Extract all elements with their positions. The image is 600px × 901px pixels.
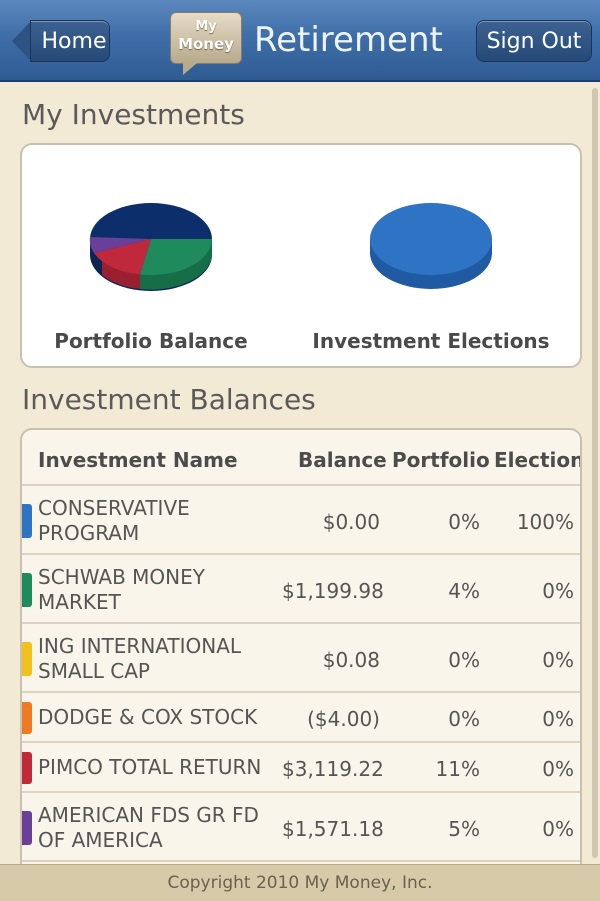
column-header-election: Election (494, 448, 582, 472)
investment-elections-pie[interactable] (370, 203, 492, 289)
app-header: Home My Money Retirement Sign Out (0, 0, 600, 82)
investment-name: PIMCO TOTAL RETURN (38, 755, 262, 779)
investment-balance: $0.08 (322, 648, 380, 672)
investment-name: AMERICAN FDS GR FD OF AMERICA (38, 803, 259, 852)
elections-slice-conservative (370, 203, 492, 275)
investment-election-pct: 0% (542, 648, 574, 672)
investment-portfolio-pct: 11% (435, 757, 480, 781)
investment-balance: $1,571.18 (282, 817, 384, 841)
investment-elections-label: Investment Elections (312, 329, 550, 353)
footer-copyright: Copyright 2010 My Money, Inc. (0, 864, 600, 901)
investment-portfolio-pct: 5% (448, 817, 480, 841)
investment-balances-table: Investment Name Balance Portfolio Electi… (20, 428, 582, 868)
column-header-name: Investment Name (38, 448, 238, 472)
logo-line-2: Money (178, 35, 234, 53)
investment-election-pct: 0% (542, 707, 574, 731)
portfolio-slice-green (140, 239, 213, 276)
home-button[interactable]: Home (30, 20, 110, 62)
investment-portfolio-pct: 0% (448, 707, 480, 731)
investment-balance: $0.00 (322, 510, 380, 534)
investment-portfolio-pct: 4% (448, 579, 480, 603)
investment-election-pct: 100% (516, 510, 574, 534)
row-color-swatch (22, 811, 32, 845)
table-header-row: Investment Name Balance Portfolio Electi… (22, 430, 580, 486)
portfolio-slice-purple (89, 237, 151, 253)
charts-svg (89, 203, 492, 291)
portfolio-pie-side-green (140, 239, 212, 290)
table-row[interactable]: PIMCO TOTAL RETURN $3,119.22 11% 0% (22, 743, 580, 793)
charts-panel: Portfolio Balance Investment Elections (20, 143, 582, 368)
home-button-arrow[interactable] (12, 20, 32, 62)
column-header-balance: Balance (298, 448, 387, 472)
my-money-logo: My Money (170, 12, 242, 75)
investment-balance: $1,199.98 (282, 579, 384, 603)
row-color-swatch (22, 504, 32, 538)
investment-election-pct: 0% (542, 757, 574, 781)
sign-out-button[interactable]: Sign Out (476, 20, 592, 62)
column-header-portfolio: Portfolio (392, 448, 490, 472)
portfolio-balance-label: Portfolio Balance (54, 329, 248, 353)
investment-name: DODGE & COX STOCK (38, 705, 258, 729)
row-color-swatch (22, 573, 32, 607)
investment-portfolio-pct: 0% (448, 648, 480, 672)
my-investments-heading: My Investments (22, 98, 245, 131)
portfolio-balance-pie[interactable] (89, 203, 213, 291)
table-row[interactable]: AMERICAN FDS GR FD OF AMERICA $1,571.18 5… (22, 793, 580, 862)
table-row[interactable]: CONSERVATIVE PROGRAM $0.00 0% 100% (22, 486, 580, 555)
investment-name: CONSERVATIVE PROGRAM (38, 496, 190, 545)
row-color-swatch (22, 752, 32, 784)
investment-name: SCHWAB MONEY MARKET (38, 565, 205, 614)
page-title: Retirement (254, 20, 443, 60)
portfolio-slice-red (94, 239, 151, 275)
investment-balance: $3,119.22 (282, 757, 384, 781)
row-color-swatch (22, 642, 32, 676)
investment-balance: ($4.00) (307, 707, 380, 731)
logo-line-1: My (195, 19, 217, 34)
investment-portfolio-pct: 0% (448, 510, 480, 534)
row-color-swatch (22, 702, 32, 734)
investment-election-pct: 0% (542, 579, 574, 603)
table-row[interactable]: DODGE & COX STOCK ($4.00) 0% 0% (22, 693, 580, 743)
investment-name: ING INTERNATIONAL SMALL CAP (38, 634, 242, 683)
scrollbar[interactable] (592, 88, 598, 858)
table-row[interactable]: SCHWAB MONEY MARKET $1,199.98 4% 0% (22, 555, 580, 624)
table-row[interactable]: ING INTERNATIONAL SMALL CAP $0.08 0% 0% (22, 624, 580, 693)
investment-election-pct: 0% (542, 817, 574, 841)
investment-balances-heading: Investment Balances (22, 383, 316, 416)
